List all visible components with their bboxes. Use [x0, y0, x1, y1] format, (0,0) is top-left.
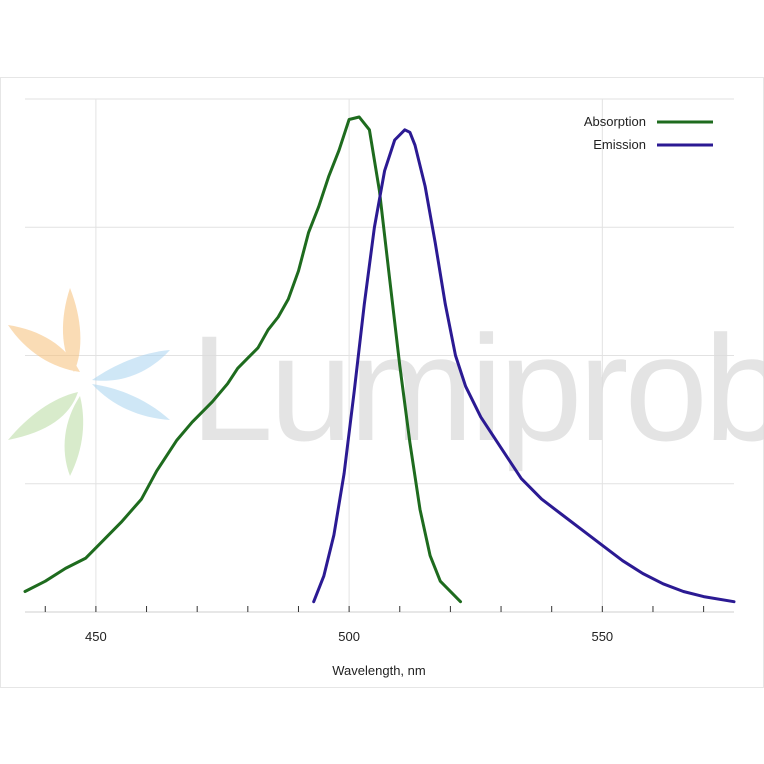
- x-axis-ticks: [44, 606, 705, 612]
- x-axis-title: Wavelength, nm: [332, 663, 425, 678]
- plot-lines: [23, 115, 736, 604]
- x-tick-label: 550: [591, 629, 613, 644]
- x-tick-label: 500: [338, 629, 360, 644]
- x-axis-tick-labels: 450 500 550: [85, 629, 613, 644]
- series-line-absorption: [23, 115, 462, 604]
- legend-label-absorption: Absorption: [584, 114, 646, 129]
- logo-star-icon: [8, 288, 170, 476]
- watermark-logo: Lumiprobe: [8, 288, 764, 476]
- watermark-text: Lumiprobe: [190, 304, 764, 472]
- legend-label-emission: Emission: [593, 137, 646, 152]
- series-line-emission: [312, 128, 736, 604]
- legend: Absorption Emission: [584, 114, 713, 152]
- x-tick-label: 450: [85, 629, 107, 644]
